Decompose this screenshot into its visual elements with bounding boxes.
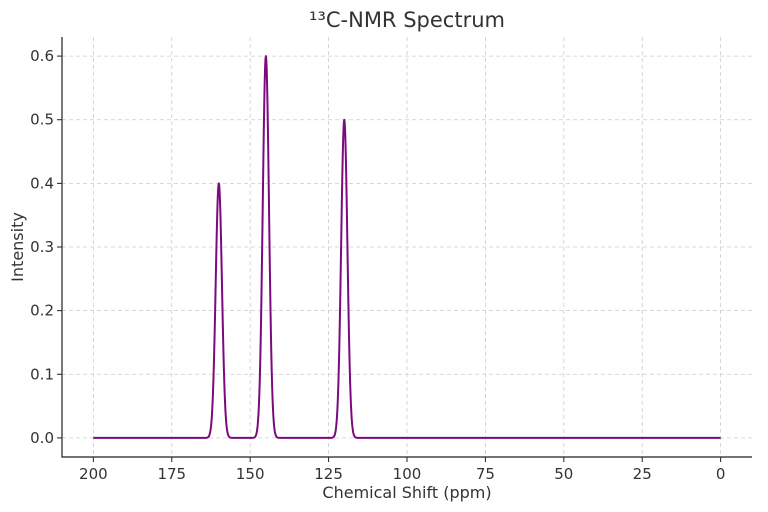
y-tick-label: 0.3: [30, 238, 54, 256]
x-axis-label: Chemical Shift (ppm): [322, 483, 491, 502]
axis-spines: [61, 37, 752, 458]
x-tick-label: 25: [633, 465, 652, 483]
spectrum-line: [92, 55, 722, 439]
x-tick-label: 75: [476, 465, 495, 483]
x-tick-label: 0: [716, 465, 726, 483]
x-tick-label: 125: [314, 465, 343, 483]
y-tick-label: 0.4: [30, 174, 54, 192]
x-tick-label: 150: [236, 465, 265, 483]
tick-labels: 200 175 150 125 100 75 50 25 0 0.0 0.1 0.2 0.3 0.4 0.5…: [30, 47, 725, 483]
y-tick-label: 0.5: [30, 111, 54, 129]
series: [92, 55, 722, 439]
grid: [62, 37, 752, 457]
x-tick-label: 100: [393, 465, 422, 483]
y-tick-label: 0.2: [30, 302, 54, 320]
y-tick-label: 0.1: [30, 365, 54, 383]
y-axis-label: Intensity: [8, 212, 27, 282]
axes: [57, 37, 752, 462]
x-tick-label: 200: [79, 465, 108, 483]
x-tick-label: 175: [157, 465, 186, 483]
chart-title: ¹³C-NMR Spectrum: [309, 8, 505, 32]
y-tick-label: 0.0: [30, 429, 54, 447]
y-tick-label: 0.6: [30, 47, 54, 65]
x-tick-label: 50: [554, 465, 573, 483]
